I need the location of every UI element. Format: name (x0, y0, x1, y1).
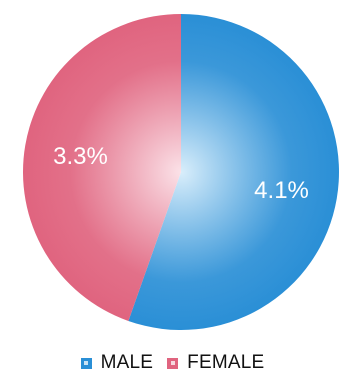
slice-label-male: 4.1% (254, 177, 309, 204)
legend-swatch-male (80, 357, 92, 369)
legend-item-male[interactable]: MALE (80, 352, 154, 374)
legend-swatch-female (167, 357, 179, 369)
slices-layer (22, 14, 339, 330)
legend-label-female: FEMALE (187, 352, 265, 373)
slice-label-female: 3.3% (53, 143, 108, 170)
legend: MALE FEMALE (0, 348, 345, 378)
legend-label-male: MALE (100, 352, 154, 373)
legend-item-female[interactable]: FEMALE (167, 352, 264, 374)
pie-slice-male[interactable] (128, 14, 339, 330)
pie-plot-area: 4.1% 3.3% (22, 14, 339, 330)
pie-slice-female[interactable] (22, 14, 182, 321)
labels-layer: 4.1% 3.3% (53, 143, 309, 204)
